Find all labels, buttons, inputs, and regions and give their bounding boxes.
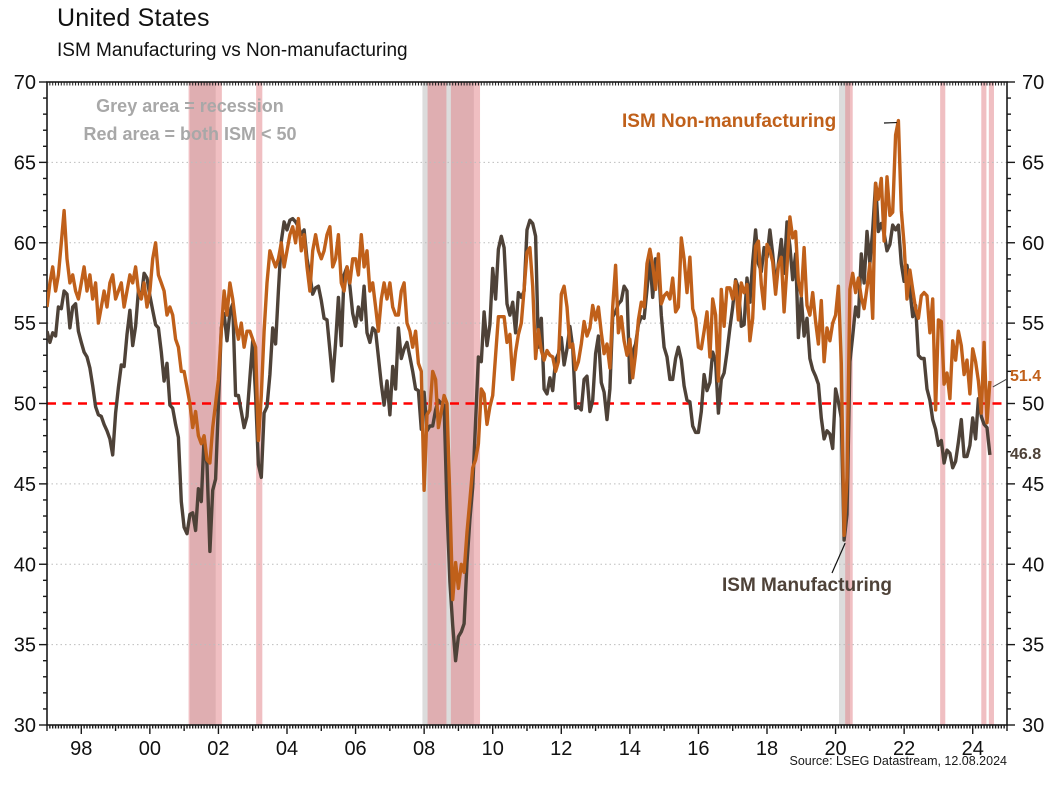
- x-axis-label: 14: [619, 738, 641, 760]
- x-axis-label: 06: [344, 738, 366, 760]
- y-axis-label-left: 50: [14, 394, 36, 416]
- y-axis-label-right: 30: [1022, 715, 1044, 737]
- y-axis-label-right: 60: [1022, 233, 1044, 255]
- chart-title: United States: [57, 4, 210, 32]
- x-axis-label: 12: [550, 738, 572, 760]
- x-axis-label: 08: [413, 738, 435, 760]
- y-axis-label-left: 65: [14, 152, 36, 174]
- leader-end-value: [992, 378, 1008, 388]
- x-axis-label: 98: [70, 738, 92, 760]
- series-label-manufacturing: ISM Manufacturing: [722, 575, 892, 596]
- y-axis-label-left: 60: [14, 233, 36, 255]
- x-axis-label: 16: [687, 738, 709, 760]
- y-axis-label-right: 50: [1022, 394, 1044, 416]
- x-axis-label: 00: [139, 738, 161, 760]
- x-axis-label: 22: [893, 738, 915, 760]
- y-axis-label-left: 70: [14, 72, 36, 94]
- plot-border: [46, 81, 1008, 726]
- chart-subtitle: ISM Manufacturing vs Non-manufacturing: [57, 40, 408, 61]
- y-axis-label-right: 70: [1022, 72, 1044, 94]
- y-axis-label-right: 65: [1022, 152, 1044, 174]
- legend-note-recession: Grey area = recession: [96, 96, 284, 116]
- both-ism-below-50-band: [940, 82, 946, 725]
- y-axis-label-left: 35: [14, 635, 36, 657]
- y-axis-label-right: 55: [1022, 313, 1044, 335]
- y-axis-label-left: 40: [14, 554, 36, 576]
- x-axis-label: 02: [207, 738, 229, 760]
- x-axis-label: 04: [276, 738, 298, 760]
- x-axis-label: 24: [962, 738, 984, 760]
- y-axis-label-right: 45: [1022, 474, 1044, 496]
- series-line-non-manufacturing: [47, 118, 992, 602]
- end-value-manufacturing: 46.8: [1010, 446, 1042, 463]
- x-axis-label: 10: [482, 738, 504, 760]
- series-label-non-manufacturing: ISM Non-manufacturing: [622, 111, 837, 132]
- end-value-non-manufacturing: 51.4: [1010, 368, 1042, 385]
- leader-manufacturing: [831, 542, 846, 574]
- legend-note: Grey area = recession Red area = both IS…: [62, 92, 318, 148]
- legend-note-redarea: Red area = both ISM < 50: [83, 124, 297, 144]
- x-axis-label: 20: [824, 738, 846, 760]
- y-axis-label-left: 30: [14, 715, 36, 737]
- source-note: Source: LSEG Datastream, 12.08.2024: [789, 754, 1008, 768]
- y-axis-label-right: 40: [1022, 554, 1044, 576]
- y-axis-label-left: 55: [14, 313, 36, 335]
- both-ism-below-50-band: [988, 82, 994, 725]
- y-axis-label-left: 45: [14, 474, 36, 496]
- x-axis-label: 18: [756, 738, 778, 760]
- y-axis-label-right: 35: [1022, 635, 1044, 657]
